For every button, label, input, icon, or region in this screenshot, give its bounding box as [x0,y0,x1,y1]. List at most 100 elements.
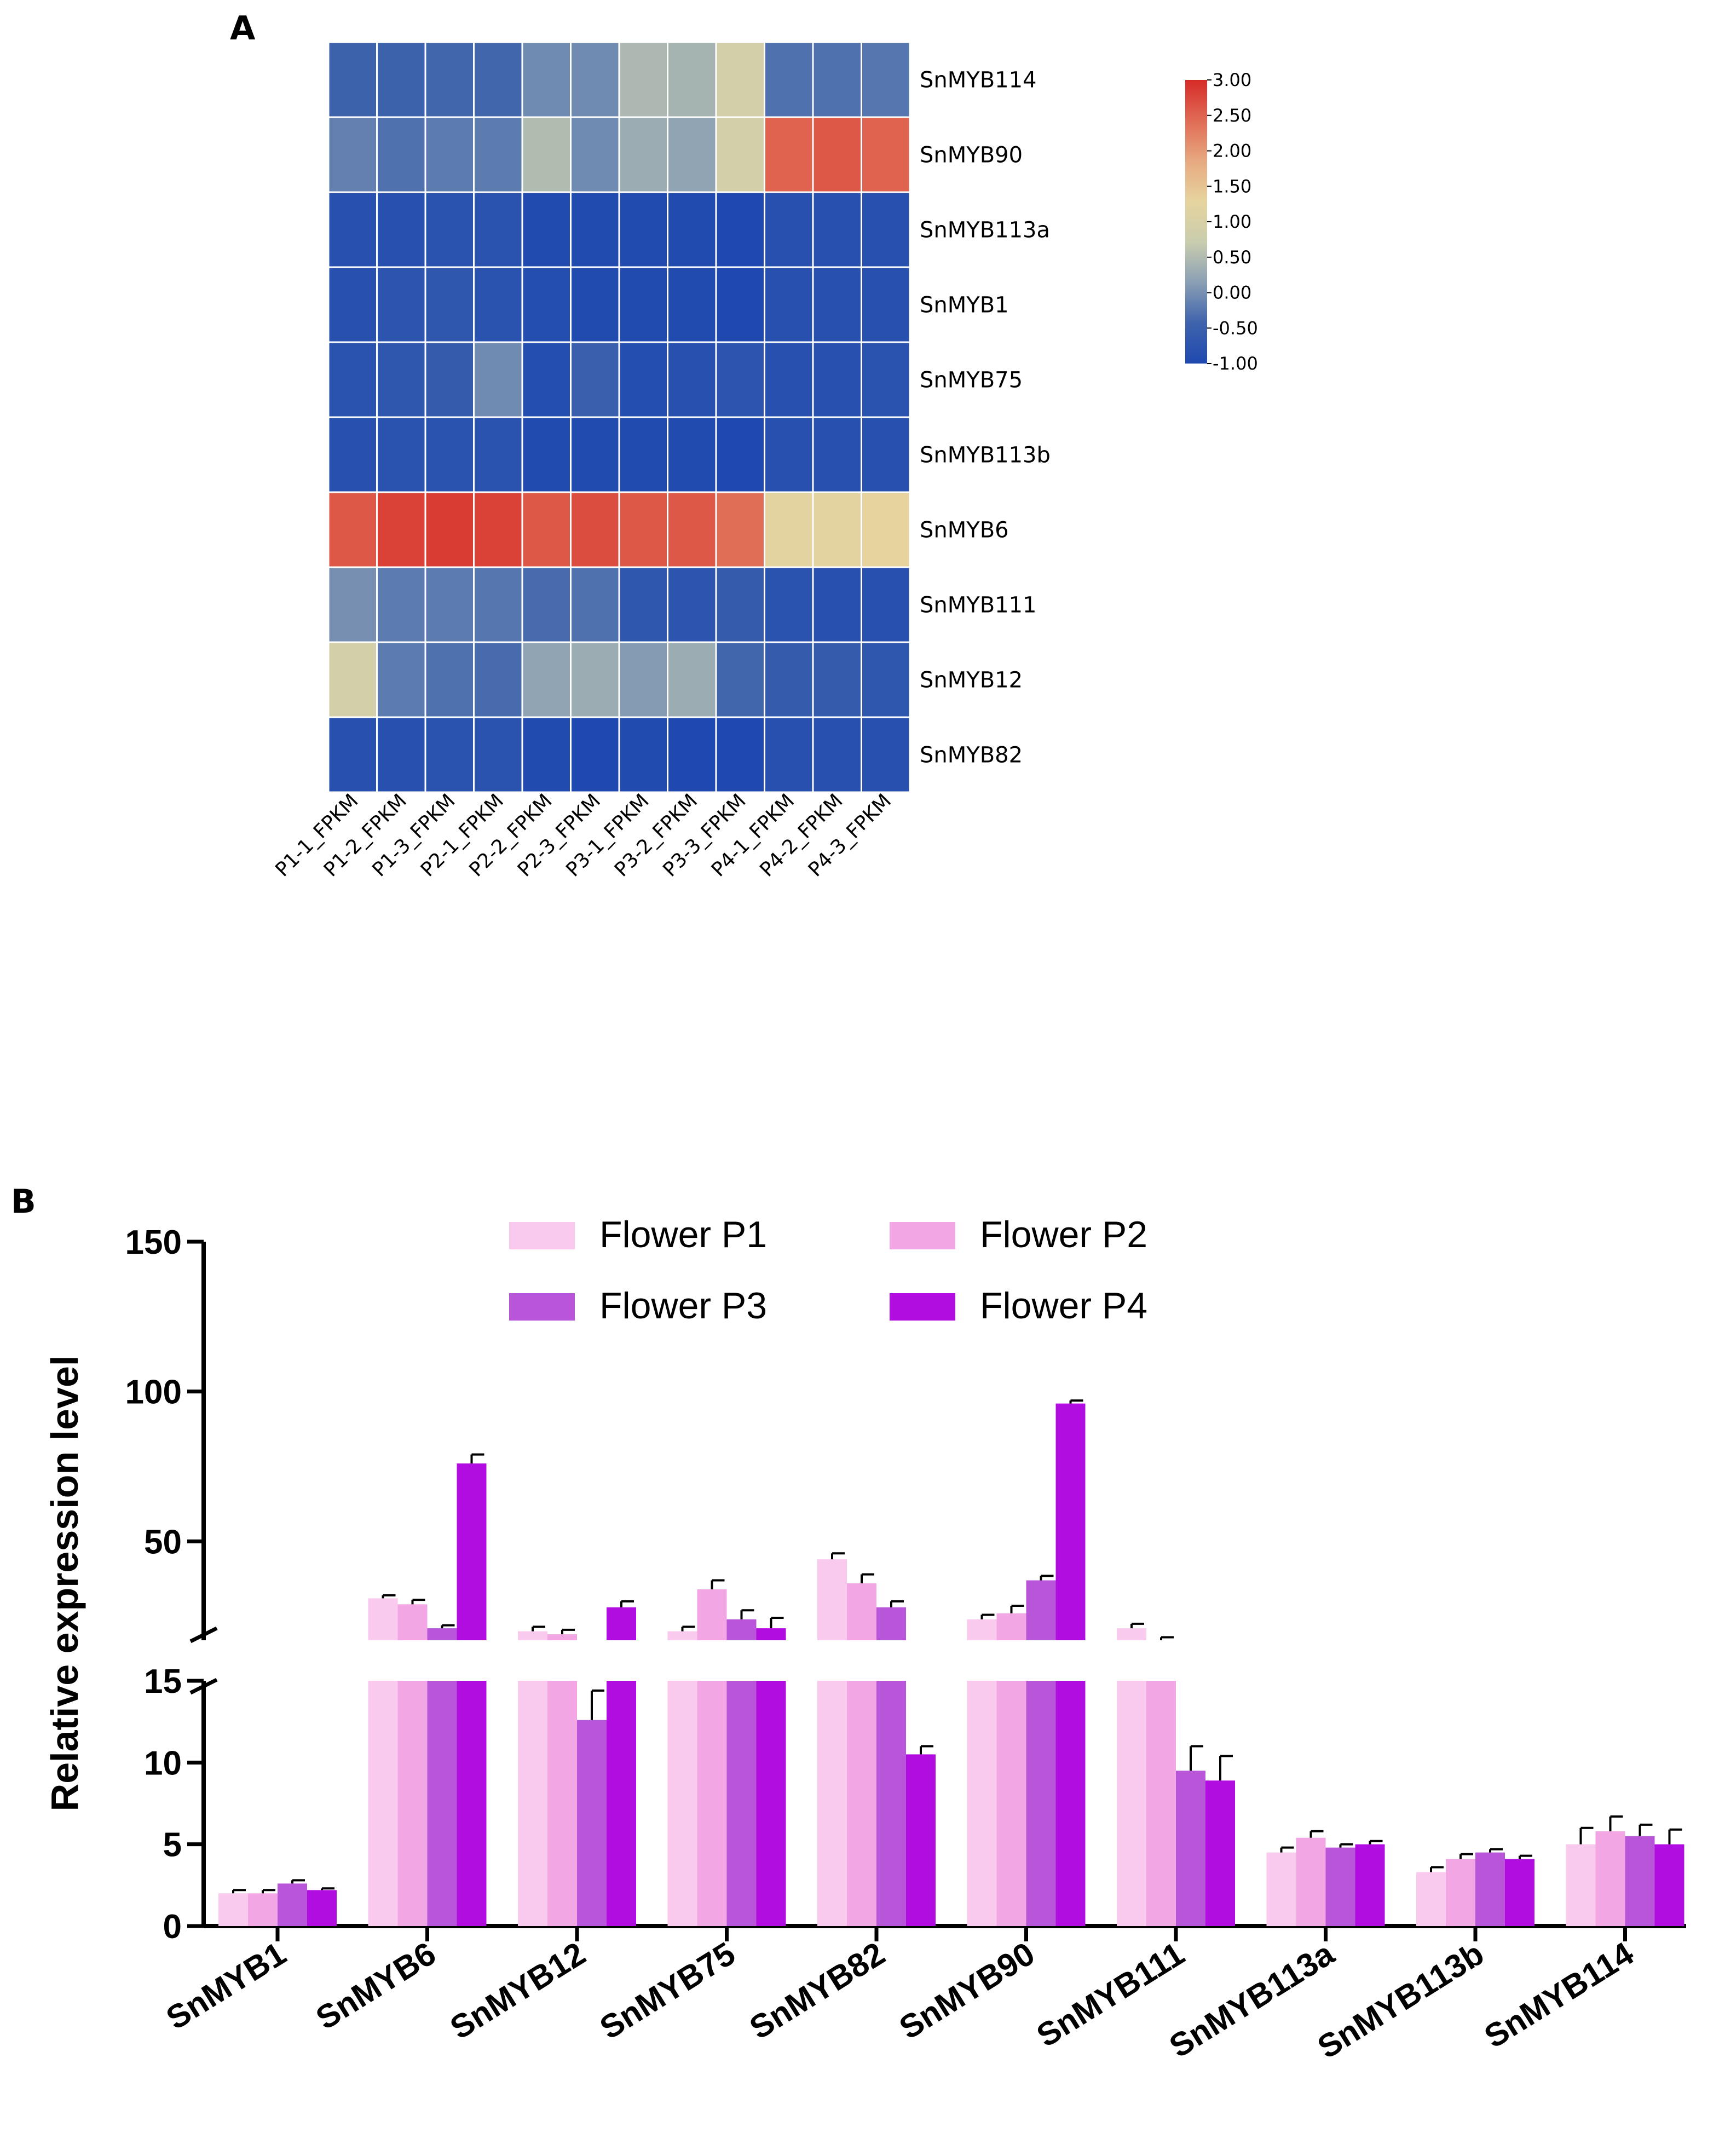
heatmap-cell [861,266,911,343]
bar [1117,1681,1146,1926]
bar [1176,1771,1205,1926]
bar [1266,1852,1296,1926]
heatmap-cell [715,716,765,793]
bar [1055,1681,1086,1926]
bar [1146,1681,1176,1926]
heatmap-cell [618,566,668,643]
heatmap-cell [327,266,378,343]
bar [1205,1780,1235,1926]
heatmap-cell [424,266,475,343]
heatmap-cell [812,341,862,418]
heatmap-cell [473,566,523,643]
bar [1625,1836,1655,1926]
panel-label-b: B [11,1183,36,1221]
bar [457,1681,487,1926]
heatmap-cell [376,266,426,343]
x-tick-label: SnMYB75 [593,1935,741,2046]
bar [1117,1628,1146,1640]
heatmap-cell [376,191,426,268]
heatmap-cell [327,566,378,643]
heatmap-cell [327,191,378,268]
bar [967,1619,997,1640]
heatmap-cell [667,191,717,268]
heatmap-cell [715,116,765,193]
heatmap-cell [376,641,426,718]
heatmap-cell [861,341,911,418]
heatmap-cell [424,116,475,193]
bar [1355,1844,1385,1926]
y-tick-label: 0 [163,1908,182,1946]
bar [607,1681,636,1926]
heatmap-cell [327,491,378,568]
axis-break-mark [189,1626,218,1644]
heatmap-row-label: SnMYB113a [920,218,1050,243]
bar [307,1890,337,1926]
bar [1566,1844,1596,1926]
bar [1595,1831,1625,1926]
bar [817,1559,847,1640]
heatmap-cell [861,491,911,568]
bar [397,1604,428,1640]
heatmap-cell [764,41,814,118]
heatmap-row-label: SnMYB1 [920,293,1009,318]
y-tick-label: 15 [144,1663,182,1700]
x-tick-label: SnMYB1 [160,1935,292,2037]
heatmap-colorbar: 3.00 2.50 2.00 1.50 1.00 0.50 0.00 -0.50 -1.00 [1185,70,1258,374]
heatmap-cell [667,566,717,643]
heatmap-cell [715,566,765,643]
heatmap-cell [376,341,426,418]
heatmap-cell [473,416,523,493]
heatmap-cell [764,416,814,493]
heatmap-cell [812,641,862,718]
heatmap-cell [521,116,572,193]
heatmap: SnMYB114 SnMYB90 SnMYB113a SnMYB1 SnMYB75 SnM… [271,41,1051,881]
bar [368,1598,398,1640]
heatmap-cell [812,116,862,193]
heatmap-cell [376,116,426,193]
heatmap-cell [521,341,572,418]
heatmap-cell [376,566,426,643]
heatmap-cell [473,716,523,793]
bar [756,1681,786,1926]
colorbar-tick-label: -1.00 [1213,353,1258,374]
bar [667,1631,697,1640]
legend-swatch [890,1222,955,1249]
y-tick-label: 50 [144,1523,182,1561]
heatmap-cell [764,716,814,793]
y-axis-label: Relative expression level [43,1356,86,1812]
x-tick-label: SnMYB6 [309,1935,442,2037]
legend-swatch [509,1222,575,1249]
heatmap-row-label: SnMYB114 [920,68,1036,93]
heatmap-cell [570,341,620,418]
bar-chart: 0 5 10 15 50 100 150 Relative expression level S… [43,1214,1686,2066]
legend-label: Flower P1 [599,1214,767,1255]
x-tick-label: SnMYB90 [893,1935,1041,2046]
legend-label: Flower P4 [980,1285,1147,1327]
heatmap-cell [812,716,862,793]
heatmap-cell [376,416,426,493]
bar [577,1720,607,1926]
heatmap-cell [667,266,717,343]
y-tick-label: 100 [125,1374,182,1411]
axis-break-mark [189,1677,218,1695]
colorbar-tick-label: 3.00 [1213,70,1251,90]
colorbar-tick-label: 1.00 [1213,211,1251,232]
bar [547,1681,577,1926]
heatmap-cell [521,716,572,793]
heatmap-cell [570,191,620,268]
colorbar-tick-label: 2.00 [1213,141,1251,162]
legend-label: Flower P2 [980,1214,1147,1255]
bar [427,1681,457,1926]
heatmap-cell [424,491,475,568]
heatmap-cell [715,491,765,568]
heatmap-cell [521,566,572,643]
y-tick-label: 10 [144,1744,182,1782]
heatmap-cell [521,41,572,118]
heatmap-cell [327,641,378,718]
heatmap-cell [424,416,475,493]
bar [726,1681,757,1926]
colorbar-gradient [1185,80,1207,364]
bar [726,1619,757,1640]
heatmap-cell [812,191,862,268]
